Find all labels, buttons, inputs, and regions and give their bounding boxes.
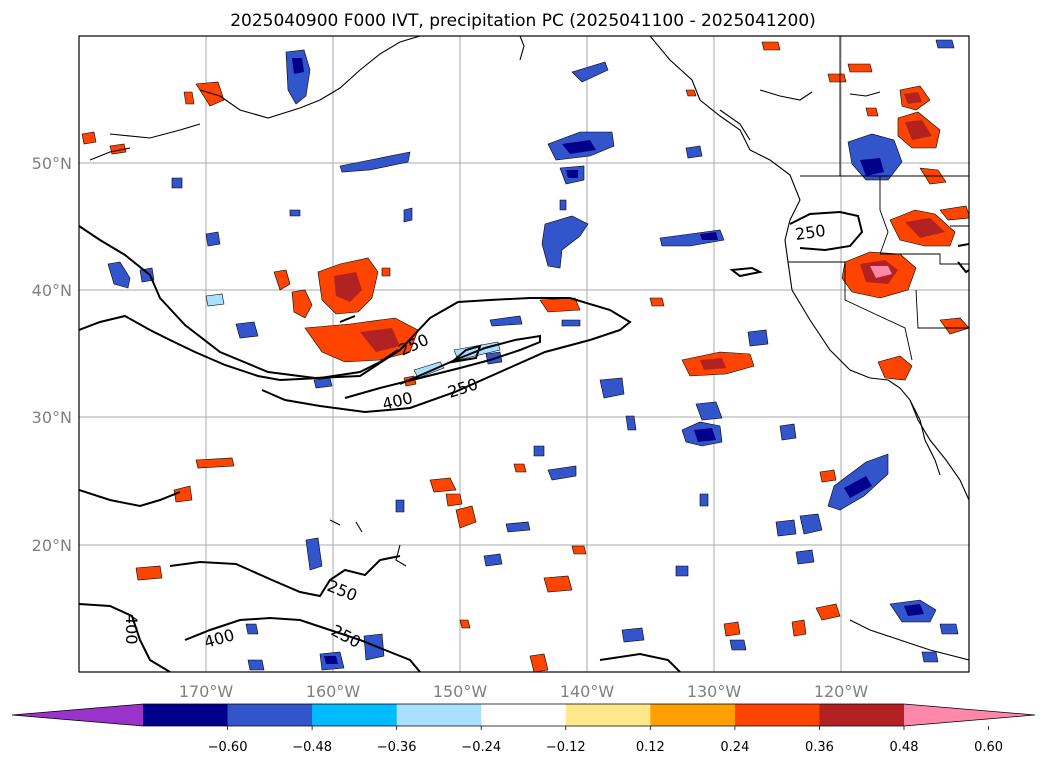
longitude-labels: 170°W 160°W 150°W 140°W 130°W 120°W bbox=[179, 682, 869, 701]
lon-label: 150°W bbox=[433, 682, 488, 701]
lon-label: 140°W bbox=[560, 682, 615, 701]
colorbar-tick-label: 0.24 bbox=[720, 740, 749, 755]
colorbar-extend-high bbox=[904, 704, 1035, 726]
lon-label: 130°W bbox=[687, 682, 742, 701]
latitude-labels: 50°N 40°N 30°N 20°N bbox=[32, 154, 72, 555]
lat-label: 20°N bbox=[32, 536, 72, 555]
colorbar-tick-label: −0.24 bbox=[461, 740, 501, 755]
colorbar-tick-label: −0.60 bbox=[208, 740, 248, 755]
lon-label: 160°W bbox=[306, 682, 361, 701]
negative-anomaly-regions bbox=[107, 39, 959, 671]
colorbar-bin bbox=[312, 704, 398, 726]
colorbar-tick-label: −0.48 bbox=[292, 740, 332, 755]
colorbar-tick-label: 0.36 bbox=[805, 740, 834, 755]
lat-label: 50°N bbox=[32, 154, 72, 173]
map-frame bbox=[78, 35, 970, 673]
positive-anomaly-regions bbox=[81, 41, 969, 672]
lon-label: 120°W bbox=[814, 682, 869, 701]
colorbar-tick-label: 0.60 bbox=[974, 740, 1003, 755]
colorbar-bin bbox=[650, 704, 736, 726]
colorbar-tick-label: −0.12 bbox=[546, 740, 586, 755]
colorbar-bin bbox=[481, 704, 567, 726]
contour-label: 250 bbox=[794, 221, 827, 244]
colorbar-bin bbox=[565, 704, 651, 726]
colorbar-bin bbox=[396, 704, 482, 726]
map-background bbox=[79, 36, 969, 672]
colorbar-tick-label: −0.36 bbox=[377, 740, 417, 755]
colorbar-bin bbox=[227, 704, 313, 726]
colorbar-tick-label: 0.12 bbox=[636, 740, 665, 755]
colorbar-bin bbox=[819, 704, 905, 726]
colorbar-outline bbox=[11, 703, 1036, 727]
colorbar-tick-label: 0.48 bbox=[890, 740, 919, 755]
coastlines bbox=[89, 36, 969, 661]
colorbar: −0.60 −0.48 −0.36 −0.24 −0.12 0.12 0.24 0.36 0.4… bbox=[11, 703, 1036, 755]
lat-label: 30°N bbox=[32, 408, 72, 427]
political-borders bbox=[788, 36, 969, 361]
lon-label: 170°W bbox=[179, 682, 234, 701]
colorbar-extend-low bbox=[12, 704, 143, 726]
lat-label: 40°N bbox=[32, 281, 72, 300]
colorbar-bin bbox=[734, 704, 820, 726]
map-panel: 250 250 250 400 250 250 400 400 bbox=[78, 35, 970, 673]
ivt-contours bbox=[79, 210, 969, 672]
contour-label: 400 bbox=[122, 614, 141, 645]
map-title: 2025040900 F000 IVT, precipitation PC (2… bbox=[230, 11, 816, 31]
colorbar-bin bbox=[143, 704, 229, 726]
